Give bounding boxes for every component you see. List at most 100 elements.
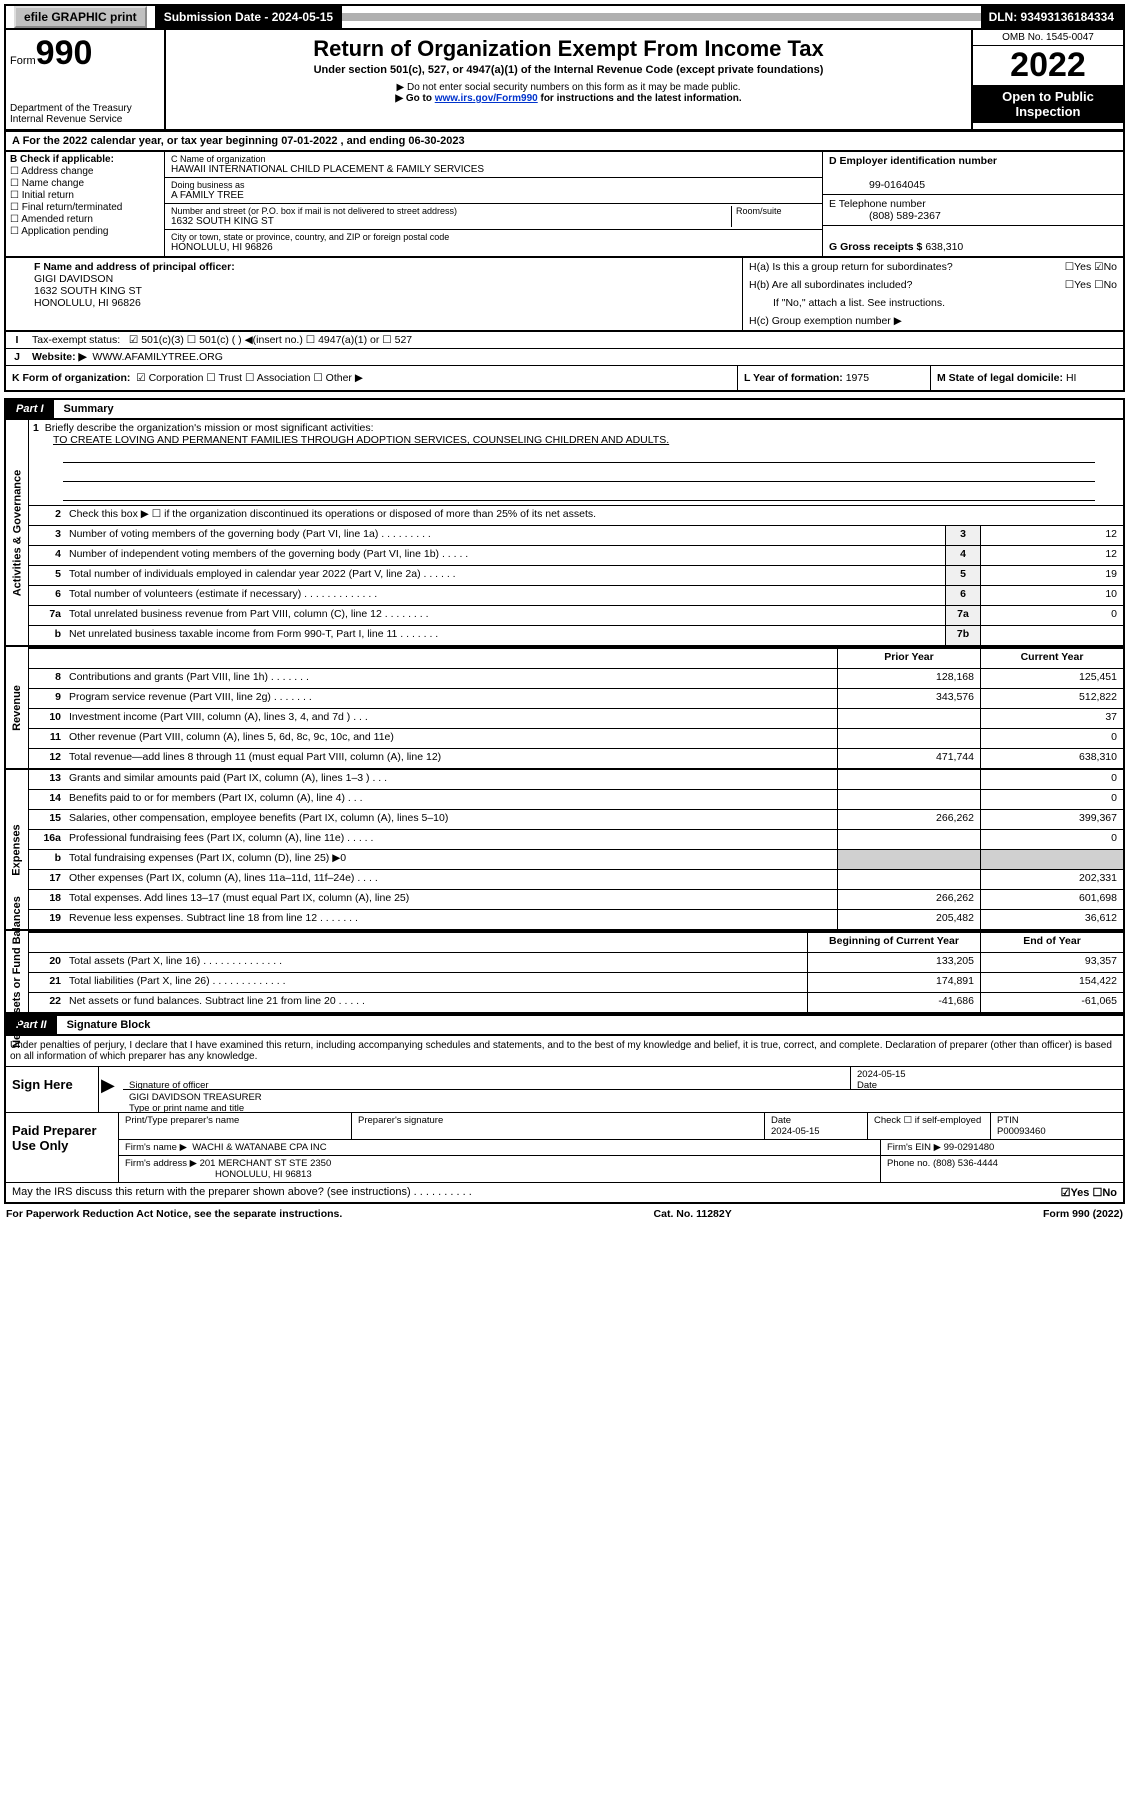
footer-mid: Cat. No. 11282Y <box>654 1208 732 1220</box>
ha-lbl: H(a) Is this a group return for subordin… <box>749 261 953 273</box>
net-header-row: Beginning of Current Year End of Year <box>29 931 1123 953</box>
paid-preparer-label: Paid Preparer Use Only <box>6 1113 119 1182</box>
mission-text: TO CREATE LOVING AND PERMANENT FAMILIES … <box>33 434 669 446</box>
summary-row: 16aProfessional fundraising fees (Part I… <box>29 830 1123 850</box>
sign-here-row: Sign Here ▶ Signature of officer 2024-05… <box>6 1066 1123 1112</box>
room-lbl: Room/suite <box>736 206 816 216</box>
j-content: Website: ▶ WWW.AFAMILYTREE.ORG <box>28 349 1123 365</box>
omb-number: OMB No. 1545-0047 <box>973 30 1123 46</box>
ha-ans[interactable]: ☐Yes ☑No <box>1065 261 1117 273</box>
efile-label: efile GRAPHIC print <box>6 6 156 28</box>
summary-row: 9Program service revenue (Part VIII, lin… <box>29 689 1123 709</box>
box-i: I Tax-exempt status: ☑ 501(c)(3) ☐ 501(c… <box>4 332 1125 349</box>
box-c: C Name of organization HAWAII INTERNATIO… <box>165 152 823 256</box>
paid-preparer-fields: Print/Type preparer's name Preparer's si… <box>119 1113 1123 1182</box>
hb-ans[interactable]: ☐Yes ☐No <box>1065 279 1117 291</box>
dba-lbl: Doing business as <box>171 180 816 190</box>
firm-phone-cell: Phone no. (808) 536-4444 <box>881 1156 1123 1182</box>
submission-date: Submission Date - 2024-05-15 <box>156 6 342 28</box>
sig-date-val: 2024-05-15 <box>857 1069 906 1080</box>
dba-name: A FAMILY TREE <box>171 190 816 201</box>
box-l: L Year of formation: 1975 <box>737 366 930 390</box>
i-label: I <box>6 332 28 348</box>
sign-here-fields: Signature of officer 2024-05-15 Date GIG… <box>123 1067 1123 1112</box>
hc-lbl: H(c) Group exemption number ▶ <box>743 312 1123 330</box>
page-footer: For Paperwork Reduction Act Notice, see … <box>4 1204 1125 1224</box>
firm-ein-cell: Firm's EIN ▶ 99-0291480 <box>881 1140 1123 1155</box>
col-curr: Current Year <box>980 649 1123 668</box>
rev-body: Prior Year Current Year 8Contributions a… <box>29 647 1123 768</box>
pp-name-cell: Print/Type preparer's name <box>119 1113 352 1139</box>
part-2-title: Signature Block <box>57 1016 161 1034</box>
summary-row: 10Investment income (Part VIII, column (… <box>29 709 1123 729</box>
gov-body: 1 Briefly describe the organization's mi… <box>29 420 1123 645</box>
summary-row: 6Total number of volunteers (estimate if… <box>29 586 1123 606</box>
efile-topbar: efile GRAPHIC print Submission Date - 20… <box>4 4 1125 30</box>
part-2-header: Part II Signature Block <box>4 1014 1125 1036</box>
box-b-title: B Check if applicable: <box>10 154 114 165</box>
addr-lbl: Number and street (or P.O. box if mail i… <box>171 206 731 216</box>
l-lbl: L Year of formation: <box>744 372 843 384</box>
form-header: Form990 Department of the Treasury Inter… <box>4 30 1125 131</box>
summary-row: 4Number of independent voting members of… <box>29 546 1123 566</box>
hb-lbl: H(b) Are all subordinates included? <box>749 279 912 291</box>
note2-pre: ▶ Go to <box>395 93 434 104</box>
summary-row: 18Total expenses. Add lines 13–17 (must … <box>29 890 1123 910</box>
box-right: D Employer identification number 99-0164… <box>823 152 1123 256</box>
sig-date-cell: 2024-05-15 Date <box>851 1067 1123 1089</box>
dln: DLN: 93493136184334 <box>981 6 1123 28</box>
opt-initial-return[interactable]: ☐ Initial return <box>10 190 160 201</box>
ein-lbl: D Employer identification number <box>829 155 997 167</box>
vlabel-gov: Activities & Governance <box>6 420 29 645</box>
l-val: 1975 <box>846 372 869 384</box>
signature-block: Under penalties of perjury, I declare th… <box>4 1036 1125 1204</box>
opt-amended[interactable]: ☐ Amended return <box>10 214 160 225</box>
box-h: H(a) Is this a group return for subordin… <box>743 258 1123 330</box>
may-irs-ans[interactable]: ☑Yes ☐No <box>1061 1186 1117 1199</box>
rev-header-row: Prior Year Current Year <box>29 647 1123 669</box>
k-opts[interactable]: ☑ Corporation ☐ Trust ☐ Association ☐ Ot… <box>136 372 363 384</box>
pp-sig-cell: Preparer's signature <box>352 1113 765 1139</box>
tax-year: 2022 <box>973 46 1123 85</box>
spacer-col <box>6 258 28 330</box>
form-note1: ▶ Do not enter social security numbers o… <box>170 82 967 93</box>
topbar-spacer <box>342 13 980 21</box>
tel-lbl: E Telephone number <box>829 198 926 210</box>
info-block-fh: F Name and address of principal officer:… <box>4 258 1125 332</box>
open-inspection: Open to Public Inspection <box>973 85 1123 123</box>
tax-status-lbl: Tax-exempt status: <box>32 334 120 346</box>
summary-row: bTotal fundraising expenses (Part IX, co… <box>29 850 1123 870</box>
sig-declaration: Under penalties of perjury, I declare th… <box>6 1036 1123 1066</box>
box-b: B Check if applicable: ☐ Address change … <box>6 152 165 256</box>
col-prior: Prior Year <box>837 649 980 668</box>
m-lbl: M State of legal domicile: <box>937 372 1063 384</box>
box-j: J Website: ▶ WWW.AFAMILYTREE.ORG <box>4 349 1125 366</box>
ptin-cell: PTINP00093460 <box>991 1113 1123 1139</box>
k-content: K Form of organization: ☑ Corporation ☐ … <box>6 366 737 390</box>
opt-app-pending[interactable]: ☐ Application pending <box>10 226 160 237</box>
city-lbl: City or town, state or province, country… <box>171 232 816 242</box>
section-revenue: Revenue Prior Year Current Year 8Contrib… <box>4 647 1125 770</box>
summary-row: 19Revenue less expenses. Subtract line 1… <box>29 910 1123 929</box>
opt-address-change[interactable]: ☐ Address change <box>10 166 160 177</box>
summary-row: bNet unrelated business taxable income f… <box>29 626 1123 645</box>
box-g: G Gross receipts $ 638,310 <box>823 226 1123 256</box>
summary-row: 21Total liabilities (Part X, line 26) . … <box>29 973 1123 993</box>
tax-status-opts[interactable]: ☑ 501(c)(3) ☐ 501(c) ( ) ◀(insert no.) ☐… <box>129 334 412 346</box>
summary-row: 17Other expenses (Part IX, column (A), l… <box>29 870 1123 890</box>
officer-city: HONOLULU, HI 96826 <box>34 297 141 309</box>
opt-name-change[interactable]: ☐ Name change <box>10 178 160 189</box>
street-addr: 1632 SOUTH KING ST <box>171 216 731 227</box>
dept-irs: Internal Revenue Service <box>10 114 160 125</box>
col-end: End of Year <box>980 933 1123 952</box>
city-row: City or town, state or province, country… <box>165 230 822 255</box>
exp-body: 13Grants and similar amounts paid (Part … <box>29 770 1123 929</box>
irs-link[interactable]: www.irs.gov/Form990 <box>435 93 538 104</box>
summary-row: 3Number of voting members of the governi… <box>29 526 1123 546</box>
pp-check-cell[interactable]: Check ☐ if self-employed <box>868 1113 991 1139</box>
website-val: WWW.AFAMILYTREE.ORG <box>92 351 222 363</box>
firm-name-cell: Firm's name ▶ WACHI & WATANABE CPA INC <box>119 1140 881 1155</box>
opt-final-return[interactable]: ☐ Final return/terminated <box>10 202 160 213</box>
vlabel-rev: Revenue <box>6 647 29 768</box>
section-net: Net Assets or Fund Balances Beginning of… <box>4 931 1125 1014</box>
